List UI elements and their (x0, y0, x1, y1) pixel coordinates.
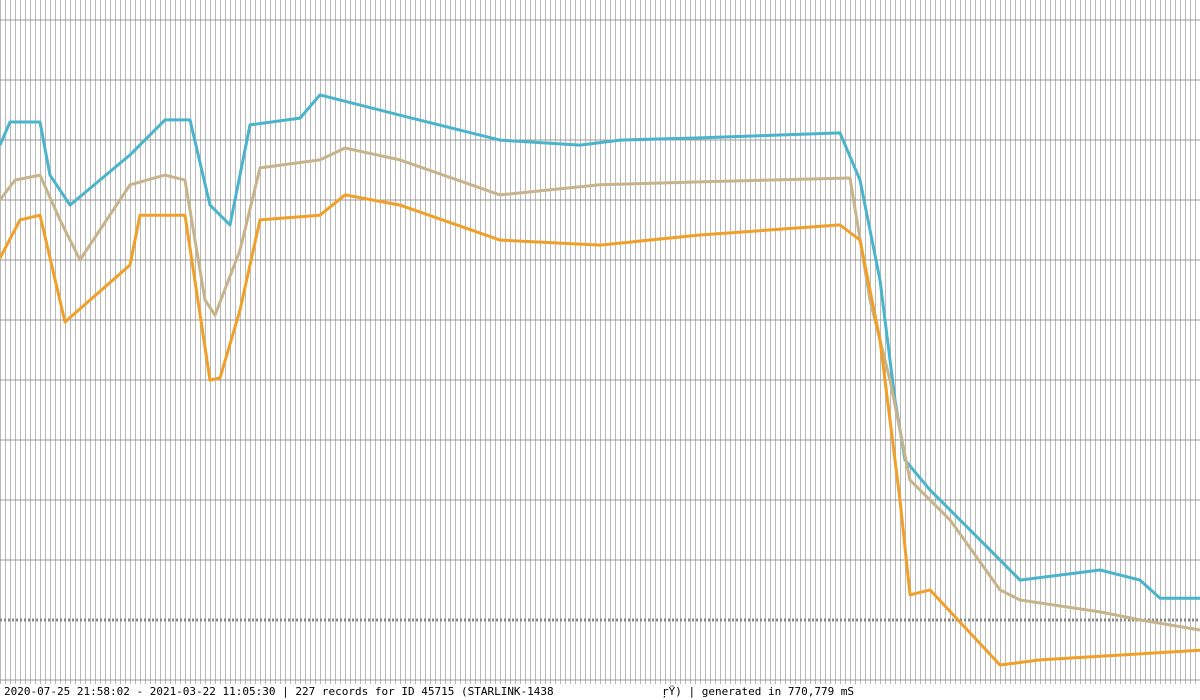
footer-bg (0, 684, 1200, 700)
footer: 2020-07-25 21:58:02 - 2021-03-22 11:05:3… (4, 685, 554, 698)
series-line (0, 93, 1200, 600)
footer-right: ŗŸ) | generated in 770,779 mS (662, 685, 854, 698)
series-line (0, 193, 1200, 667)
series-line (0, 146, 1200, 632)
